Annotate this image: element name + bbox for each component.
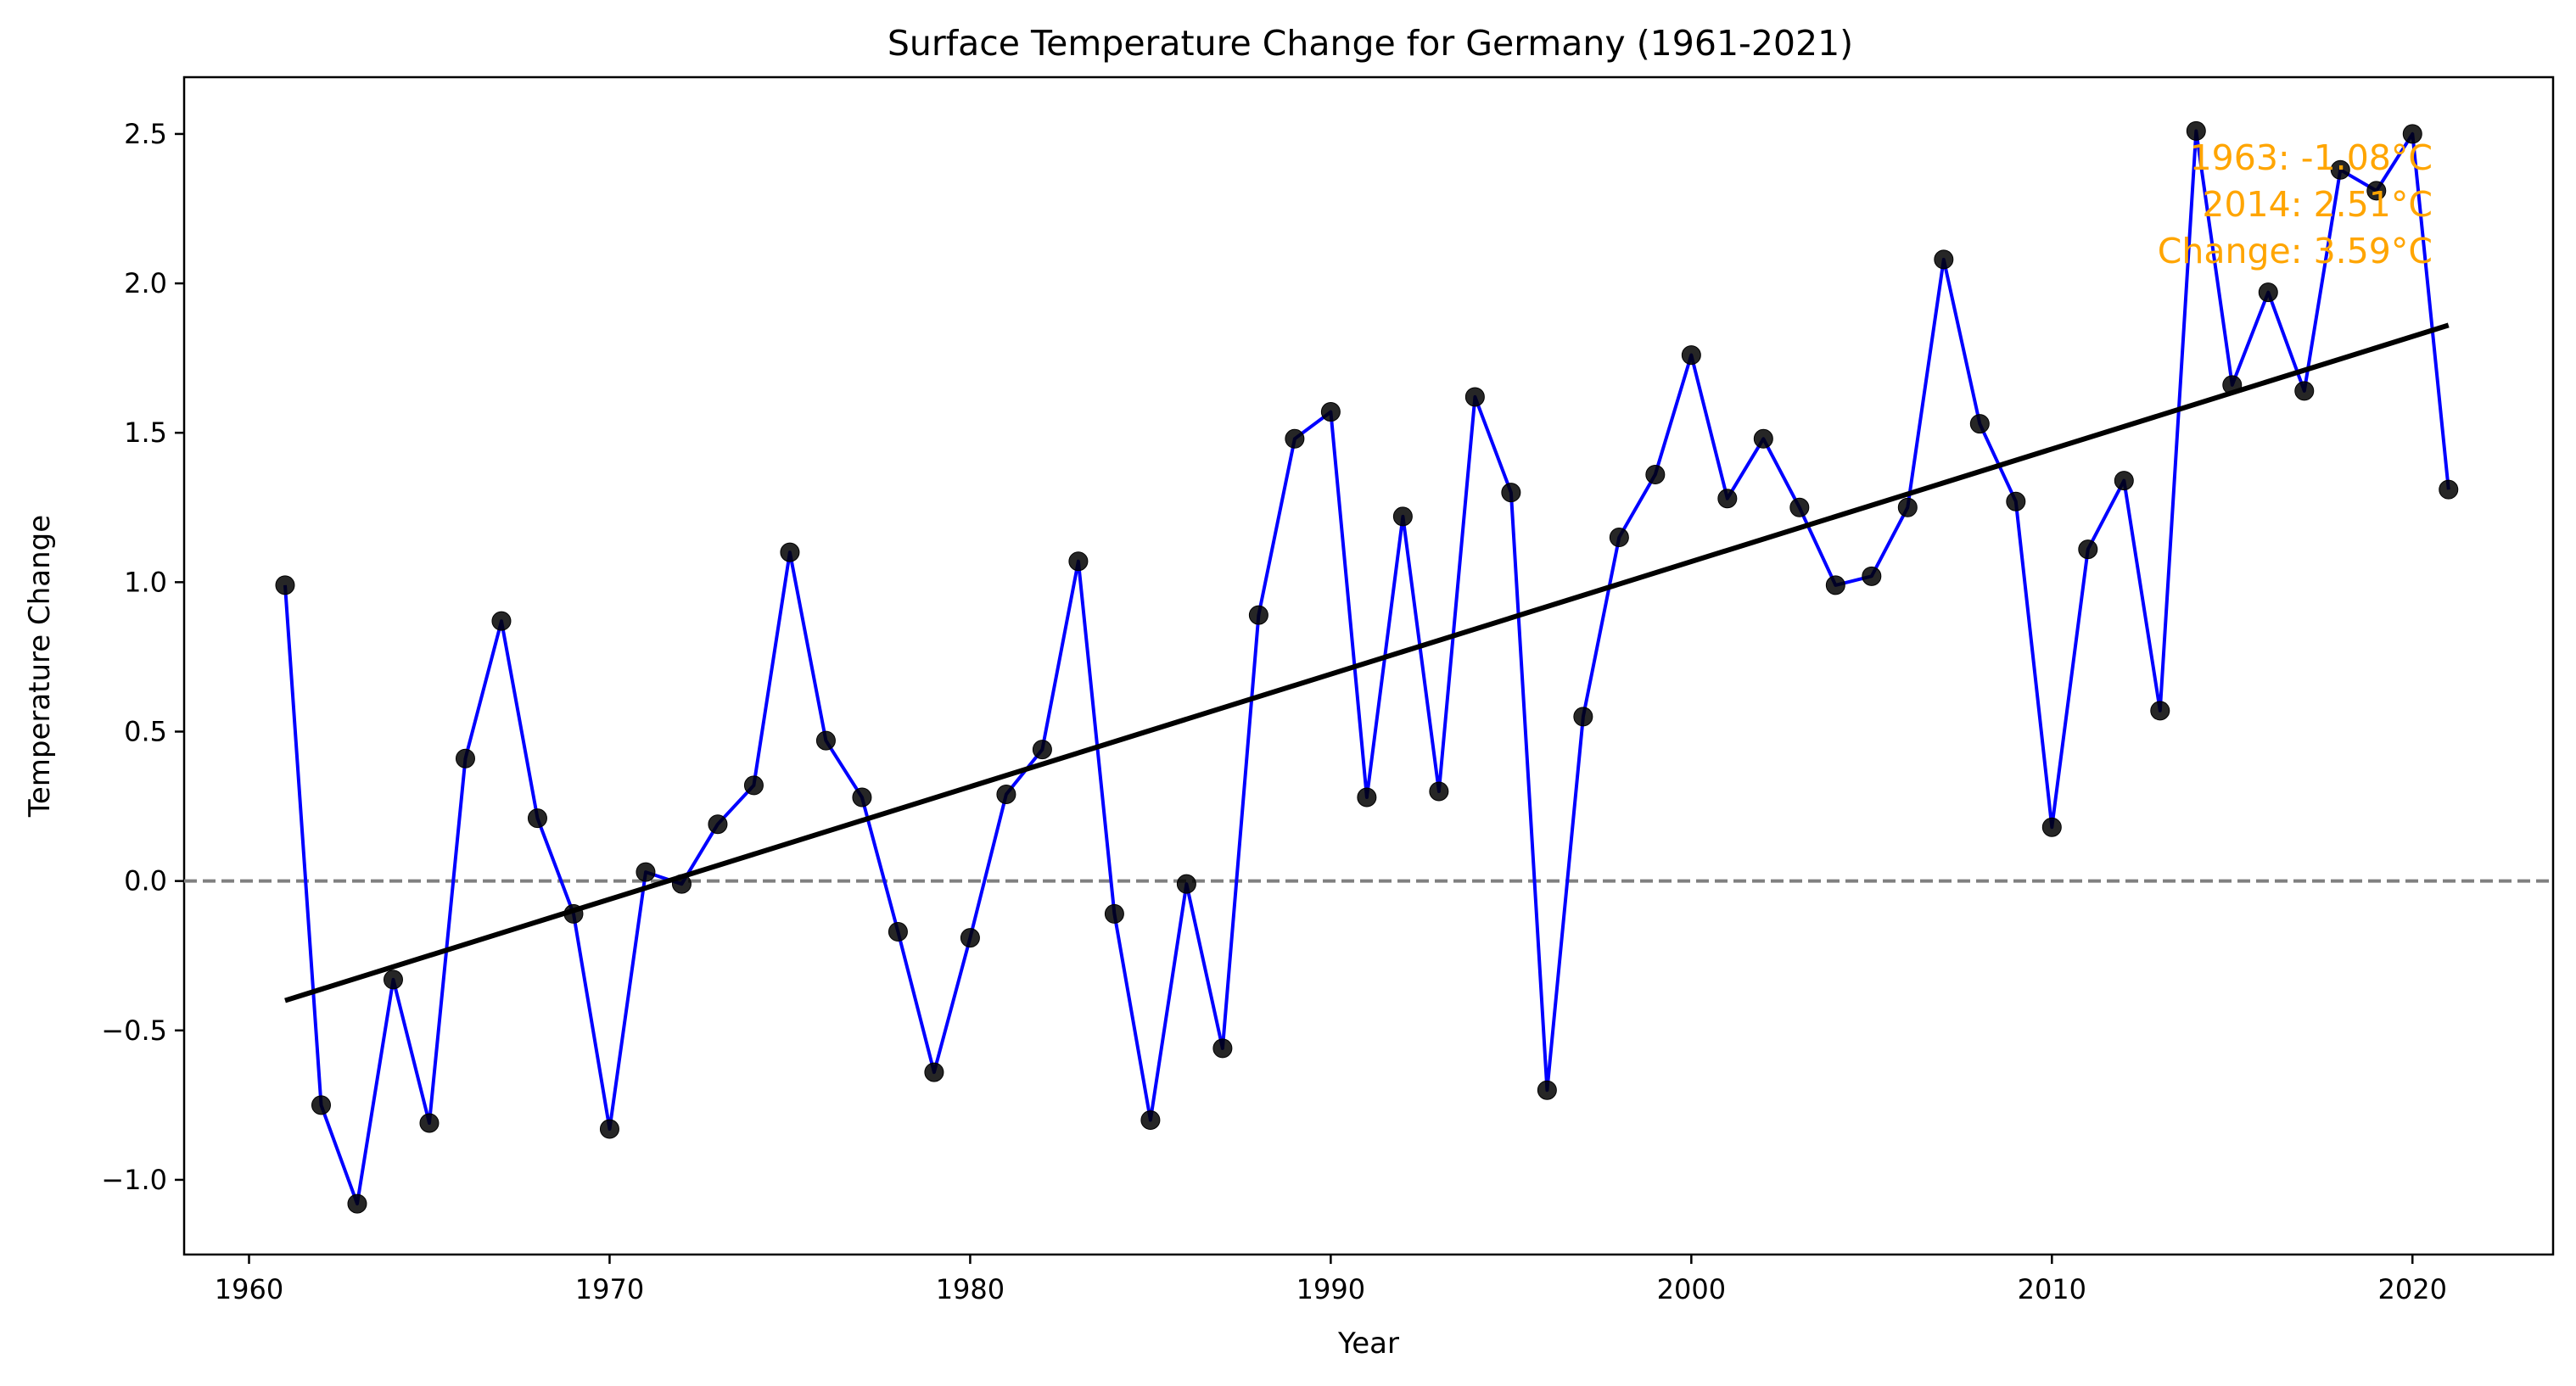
series-line: [283, 129, 2450, 1206]
x-tick-label: 1960: [215, 1273, 283, 1305]
y-tick-label: 2.0: [124, 267, 167, 299]
marker-layer: [275, 120, 2459, 1214]
y-tick-label: 0.0: [124, 865, 167, 897]
data-point: [419, 1113, 440, 1133]
y-tick-label: 2.5: [124, 118, 167, 150]
data-point: [708, 814, 728, 835]
data-point: [1104, 903, 1124, 924]
x-tick-label: 2020: [2378, 1273, 2447, 1305]
plot-frame: [182, 75, 2555, 1256]
data-point: [2330, 159, 2350, 180]
data-point: [1609, 528, 1629, 548]
data-point: [1392, 506, 1413, 527]
data-point: [2294, 381, 2315, 401]
data-point: [1825, 575, 1845, 595]
data-point: [1934, 249, 1954, 270]
data-point: [563, 903, 584, 924]
data-point: [852, 787, 872, 808]
x-axis-label: Year: [1337, 1327, 1399, 1361]
data-point: [455, 748, 475, 768]
y-tick-label: 0.5: [124, 716, 167, 748]
data-point: [1897, 497, 1918, 517]
data-point: [275, 575, 295, 595]
data-point: [1285, 428, 1305, 449]
data-point: [1140, 1109, 1161, 1130]
data-point: [383, 970, 403, 990]
data-point: [1357, 787, 1377, 808]
data-point: [2006, 491, 2026, 511]
y-tick-label: 1.0: [124, 566, 167, 598]
data-point: [2222, 375, 2243, 395]
data-point: [1429, 781, 1449, 802]
x-tick-label: 1990: [1296, 1273, 1365, 1305]
data-point: [1789, 497, 1810, 517]
data-point: [743, 775, 764, 796]
data-point: [1501, 483, 1521, 503]
series-layer: [283, 129, 2450, 1206]
trend-line: [284, 322, 2450, 1003]
data-point: [2078, 539, 2098, 560]
y-tick-label: 1.5: [124, 416, 167, 449]
data-point: [924, 1062, 944, 1082]
annotation-lowest: 1963: -1.08°C: [2190, 137, 2433, 178]
data-point: [2150, 701, 2170, 721]
data-point: [636, 862, 656, 882]
data-point: [888, 922, 908, 942]
y-tick-label: −0.5: [101, 1014, 167, 1047]
data-point: [1862, 566, 1882, 586]
x-tick-label: 2010: [2018, 1273, 2086, 1305]
data-point: [671, 874, 692, 894]
y-axis: −1.0 −0.5 0.0 0.5 1.0 1.5 2.0 2.5: [101, 118, 184, 1196]
data-point: [527, 808, 547, 829]
y-axis-label: Temperature Change: [23, 515, 57, 818]
data-point: [1032, 740, 1052, 760]
data-point: [347, 1193, 367, 1214]
data-point: [1681, 345, 1701, 366]
x-tick-label: 1980: [936, 1273, 1005, 1305]
data-point: [1717, 489, 1738, 509]
data-point: [996, 784, 1016, 804]
chart-title: Surface Temperature Change for Germany (…: [888, 23, 1853, 64]
data-point: [2402, 124, 2422, 144]
data-point: [1176, 874, 1196, 894]
data-point: [1068, 551, 1089, 572]
annotation-highest: 2014: 2.51°C: [2202, 184, 2433, 225]
data-point: [1969, 414, 1990, 434]
data-point: [1645, 465, 1666, 485]
data-point: [1537, 1080, 1557, 1100]
data-point: [2114, 471, 2134, 491]
trend-layer: [284, 322, 2450, 1003]
x-axis: 1960 1970 1980 1990 2000 2010 2020: [215, 1255, 2447, 1305]
data-point: [2186, 120, 2206, 141]
data-point: [1464, 387, 1485, 407]
data-point: [780, 542, 800, 562]
data-point: [599, 1119, 619, 1139]
data-point: [815, 730, 836, 751]
x-tick-label: 1970: [575, 1273, 644, 1305]
data-point: [960, 928, 980, 948]
data-point: [1573, 707, 1593, 727]
data-point: [1753, 428, 1773, 449]
data-point: [2041, 817, 2062, 837]
annotation-change: Change: 3.59°C: [2158, 231, 2433, 271]
data-point: [491, 611, 512, 631]
y-tick-label: −1.0: [101, 1164, 167, 1196]
data-point: [1212, 1038, 1233, 1059]
plot-area: [182, 75, 2555, 1256]
data-point: [2258, 282, 2278, 303]
data-point: [2366, 181, 2387, 201]
data-point: [1320, 402, 1341, 422]
data-point: [1248, 605, 1268, 625]
data-point: [311, 1095, 331, 1115]
x-tick-label: 2000: [1657, 1273, 1726, 1305]
data-point: [2439, 479, 2459, 500]
annotation-box: 1963: -1.08°C 2014: 2.51°C Change: 3.59°…: [2158, 137, 2433, 271]
